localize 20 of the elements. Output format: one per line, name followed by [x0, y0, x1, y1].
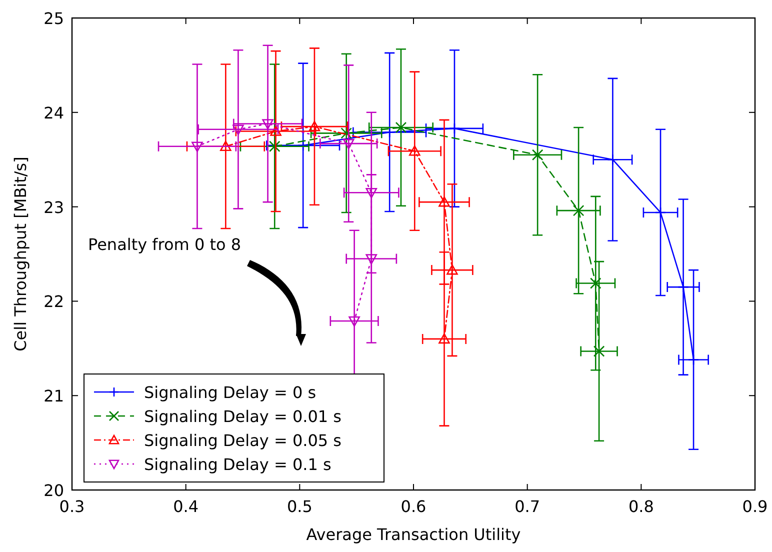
y-tick-label: 20 [44, 481, 64, 500]
annotation: Penalty from 0 to 8 [88, 235, 242, 254]
y-axis-title: Cell Throughput [MBit/s] [11, 156, 30, 352]
x-tick-label: 0.3 [59, 497, 85, 516]
y-tick-label: 23 [44, 198, 64, 217]
legend-label: Signaling Delay = 0.1 s [144, 455, 332, 474]
legend-label: Signaling Delay = 0.05 s [144, 431, 342, 450]
y-tick-label: 21 [44, 386, 64, 406]
y-tick-label: 24 [44, 103, 64, 122]
x-tick-label: 0.7 [514, 497, 540, 516]
y-tick-label: 25 [44, 9, 64, 28]
x-tick-label: 0.6 [400, 497, 426, 516]
x-tick-label: 0.5 [286, 497, 312, 516]
legend-label: Signaling Delay = 0.01 s [144, 407, 342, 426]
y-tick-label: 22 [44, 292, 64, 312]
x-tick-label: 0.8 [628, 497, 654, 516]
x-axis-title: Average Transaction Utility [306, 525, 521, 544]
x-tick-label: 0.9 [742, 497, 768, 516]
legend-label: Signaling Delay = 0 s [144, 383, 316, 402]
x-tick-label: 0.4 [173, 497, 199, 516]
